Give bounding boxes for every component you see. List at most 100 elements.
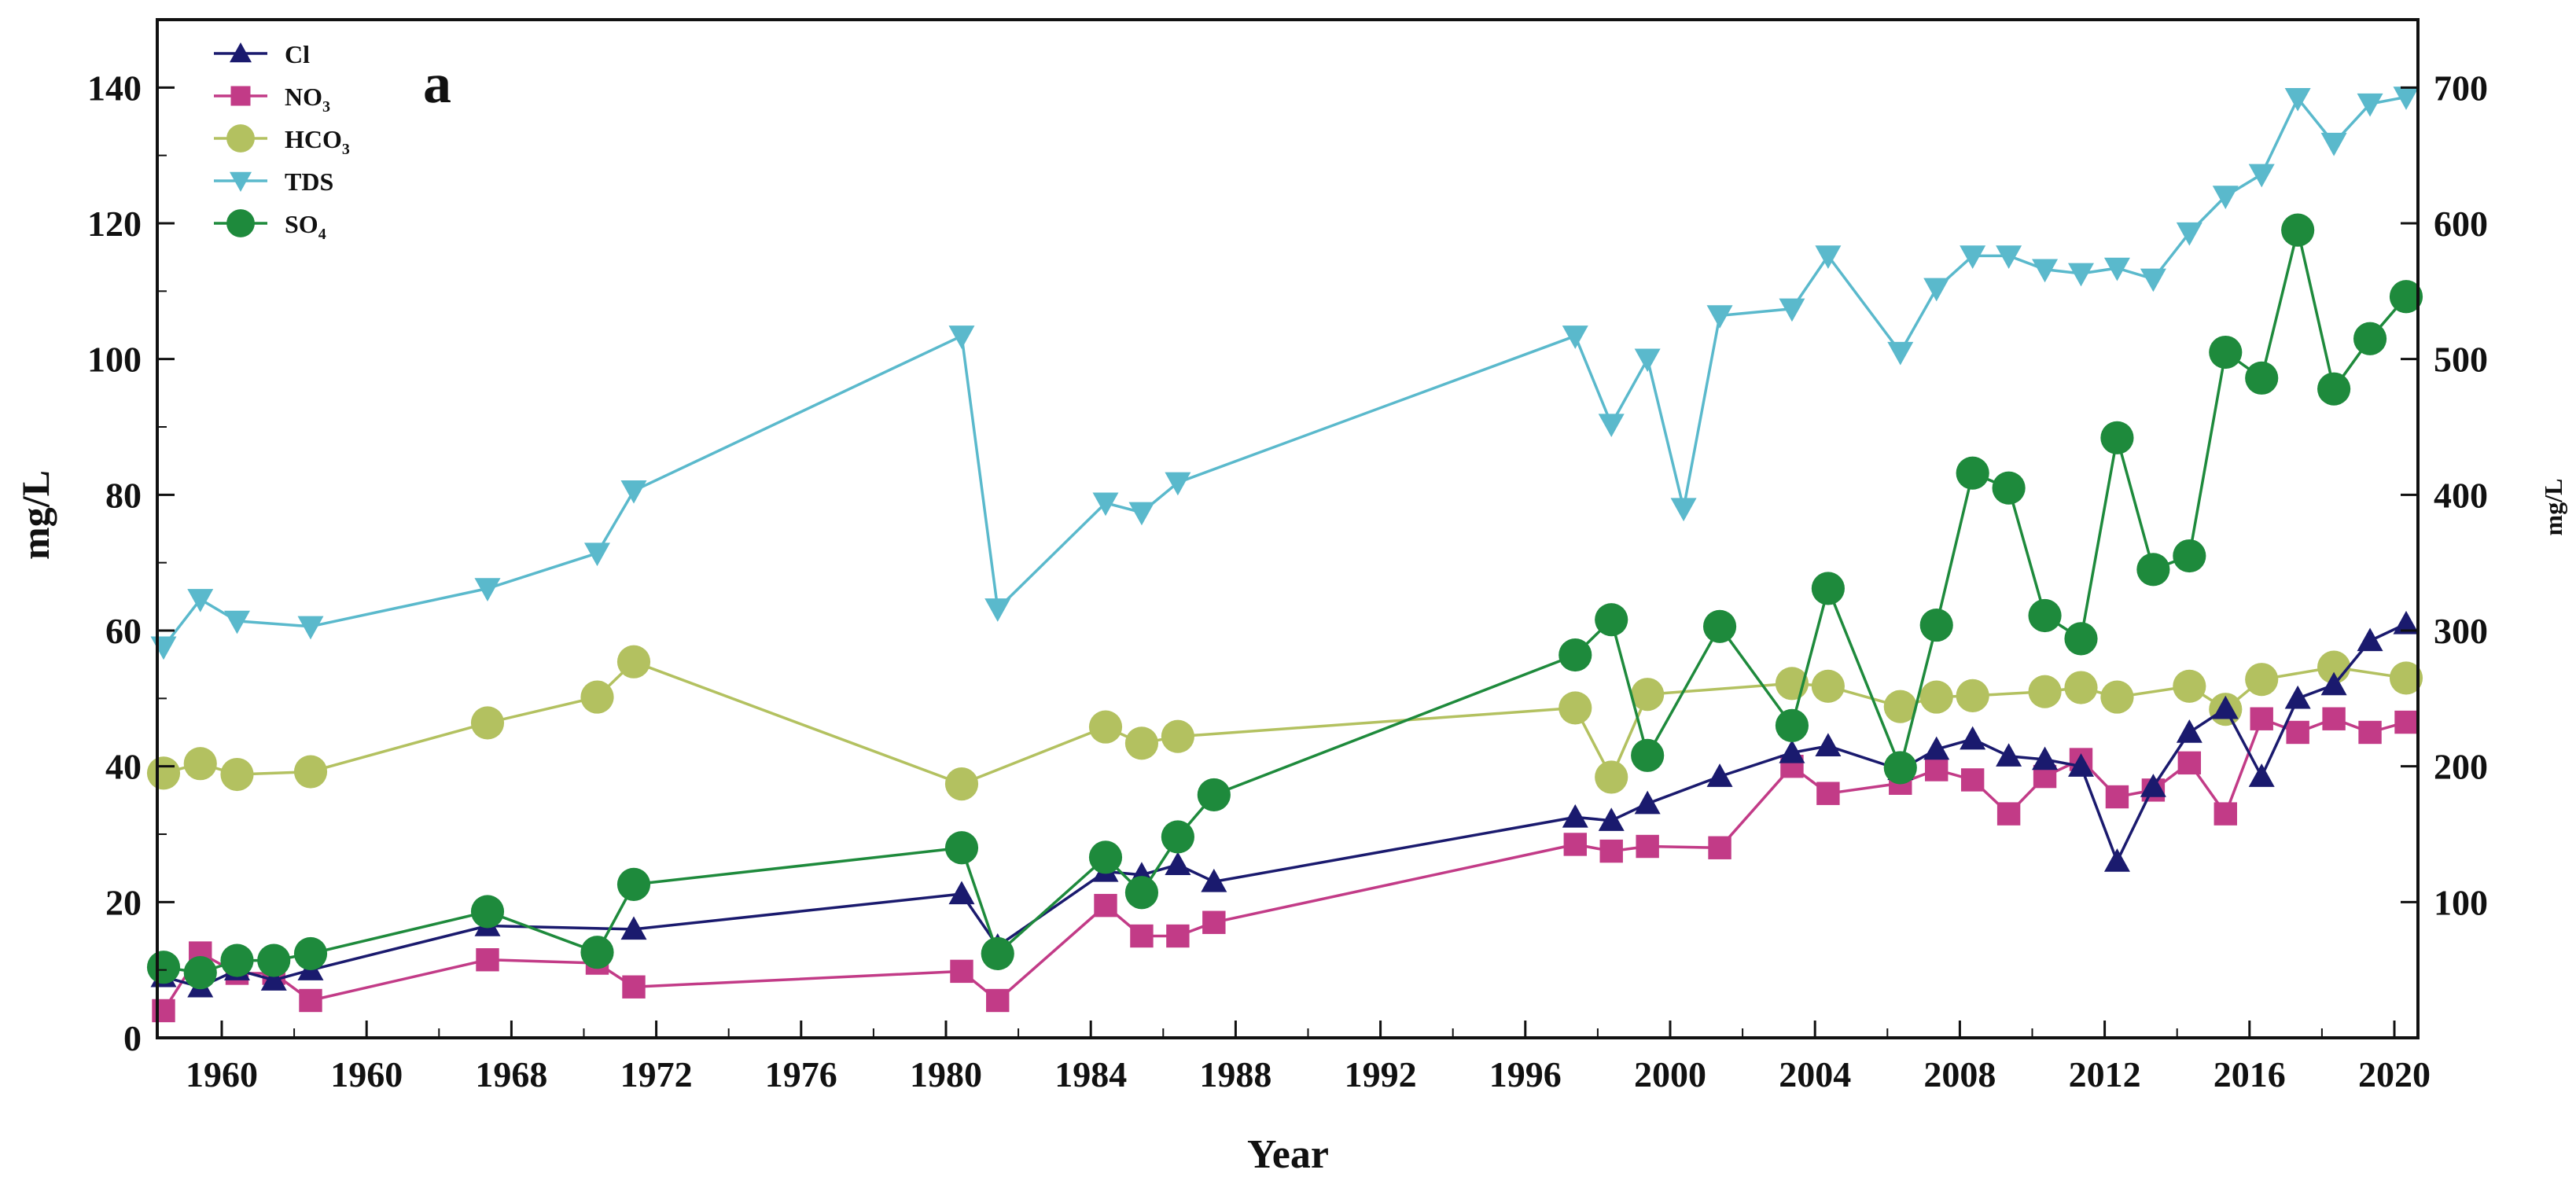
x-tick-label: 1992 [1345, 1054, 1417, 1094]
data-point-hco3 [293, 755, 328, 789]
data-point-no3 [1202, 910, 1226, 934]
data-point-cl [1201, 868, 1227, 892]
data-point-hco3 [2028, 675, 2062, 708]
data-point-hco3 [1161, 719, 1194, 753]
legend-label: NO3 [285, 83, 330, 116]
data-point-tds [1887, 341, 1914, 366]
data-point-hco3 [616, 645, 651, 679]
y-tick-label-right: 100 [2434, 882, 2488, 922]
data-point-hco3 [1631, 678, 1665, 712]
series-tds [150, 86, 2420, 660]
data-point-tds [2284, 87, 2311, 112]
data-point-hco3 [1883, 690, 1917, 723]
x-tick-label: 2008 [1923, 1054, 1996, 1094]
data-point-so4 [2245, 361, 2279, 395]
data-point-tds [1670, 498, 1697, 522]
data-point-tds [1598, 414, 1625, 438]
data-point-no3 [2105, 785, 2129, 809]
data-point-so4 [2209, 335, 2243, 370]
legend-marker [229, 42, 252, 63]
data-point-so4 [2064, 622, 2098, 656]
y-tick-label-right: 400 [2434, 475, 2488, 515]
data-point-so4 [944, 831, 979, 865]
data-point-so4 [1558, 638, 1592, 672]
legend-marker [226, 124, 255, 153]
data-point-tds [224, 610, 250, 634]
data-point-no3 [1636, 834, 1659, 859]
data-point-tds [984, 598, 1011, 622]
x-tick-label: 1976 [765, 1054, 837, 1094]
data-point-no3 [1166, 924, 1190, 948]
data-point-so4 [1161, 820, 1194, 854]
data-point-no3 [986, 988, 1010, 1013]
data-point-tds [2320, 132, 2347, 156]
data-point-hco3 [580, 680, 614, 714]
data-point-tds [1706, 305, 1733, 329]
data-point-tds [1092, 492, 1119, 517]
data-point-so4 [1595, 603, 1628, 637]
data-point-so4 [1702, 609, 1737, 643]
data-point-tds [297, 616, 324, 640]
data-point-cl [2248, 763, 2275, 787]
data-point-cl [1634, 790, 1661, 815]
data-point-tds [1960, 245, 1986, 269]
series-line-cl [163, 622, 2407, 989]
data-point-cl [2032, 746, 2059, 771]
data-point-so4 [1631, 738, 1665, 772]
data-point-so4 [2281, 213, 2315, 247]
legend: Cl NO3 HCO3 TDS SO4 [214, 40, 350, 243]
data-point-so4 [2389, 280, 2423, 314]
data-point-tds [2068, 263, 2094, 287]
x-tick-label: 1996 [1489, 1054, 1562, 1094]
data-point-no3 [950, 959, 973, 984]
x-tick-label: 1984 [1054, 1054, 1127, 1094]
x-tick-label: 2016 [2214, 1054, 2286, 1094]
data-point-hco3 [1088, 710, 1123, 744]
data-point-tds [2032, 259, 2059, 283]
data-point-so4 [2353, 322, 2387, 355]
data-point-hco3 [146, 756, 181, 790]
y-tick-label-left: 60 [105, 611, 142, 651]
data-point-so4 [981, 936, 1014, 971]
x-tick-label: 1980 [910, 1054, 982, 1094]
data-point-tds [2176, 222, 2202, 246]
y-tick-label-right: 300 [2434, 611, 2488, 651]
data-point-tds [1634, 348, 1661, 373]
data-point-so4 [293, 936, 328, 971]
data-point-tds [948, 325, 975, 349]
data-point-tds [2140, 268, 2166, 292]
series-no3 [152, 707, 2418, 1023]
x-tick-label: 2012 [2069, 1054, 2141, 1094]
data-point-so4 [1775, 708, 1809, 742]
y-tick-label-left: 140 [87, 68, 142, 108]
data-point-cl [2320, 671, 2347, 696]
data-point-hco3 [470, 706, 505, 740]
legend-item-so4: SO4 [214, 209, 326, 243]
data-point-hco3 [2245, 663, 2279, 697]
y-axis-title-right: mg/L [2539, 479, 2567, 536]
y-axis-title-left: mg/L [13, 470, 57, 560]
legend-label: Cl [285, 40, 310, 68]
data-point-so4 [1197, 778, 1231, 812]
data-point-so4 [2173, 539, 2206, 573]
data-point-hco3 [944, 767, 979, 801]
data-point-so4 [146, 951, 181, 984]
data-point-so4 [220, 943, 254, 977]
data-point-hco3 [183, 747, 217, 781]
data-point-so4 [470, 895, 505, 929]
data-point-no3 [1996, 802, 2021, 826]
data-point-cl [948, 881, 975, 905]
data-point-tds [620, 480, 647, 504]
data-point-so4 [580, 936, 614, 969]
data-point-cl [2357, 627, 2383, 652]
data-point-tds [1779, 298, 1805, 322]
data-point-so4 [1883, 751, 1917, 785]
data-point-so4 [2136, 553, 2170, 587]
data-point-cl [260, 967, 287, 991]
data-point-no3 [2286, 720, 2309, 745]
data-point-no3 [152, 999, 175, 1023]
data-point-no3 [2358, 720, 2382, 745]
data-point-cl [1779, 739, 1805, 763]
legend-item-no3: NO3 [214, 83, 330, 116]
